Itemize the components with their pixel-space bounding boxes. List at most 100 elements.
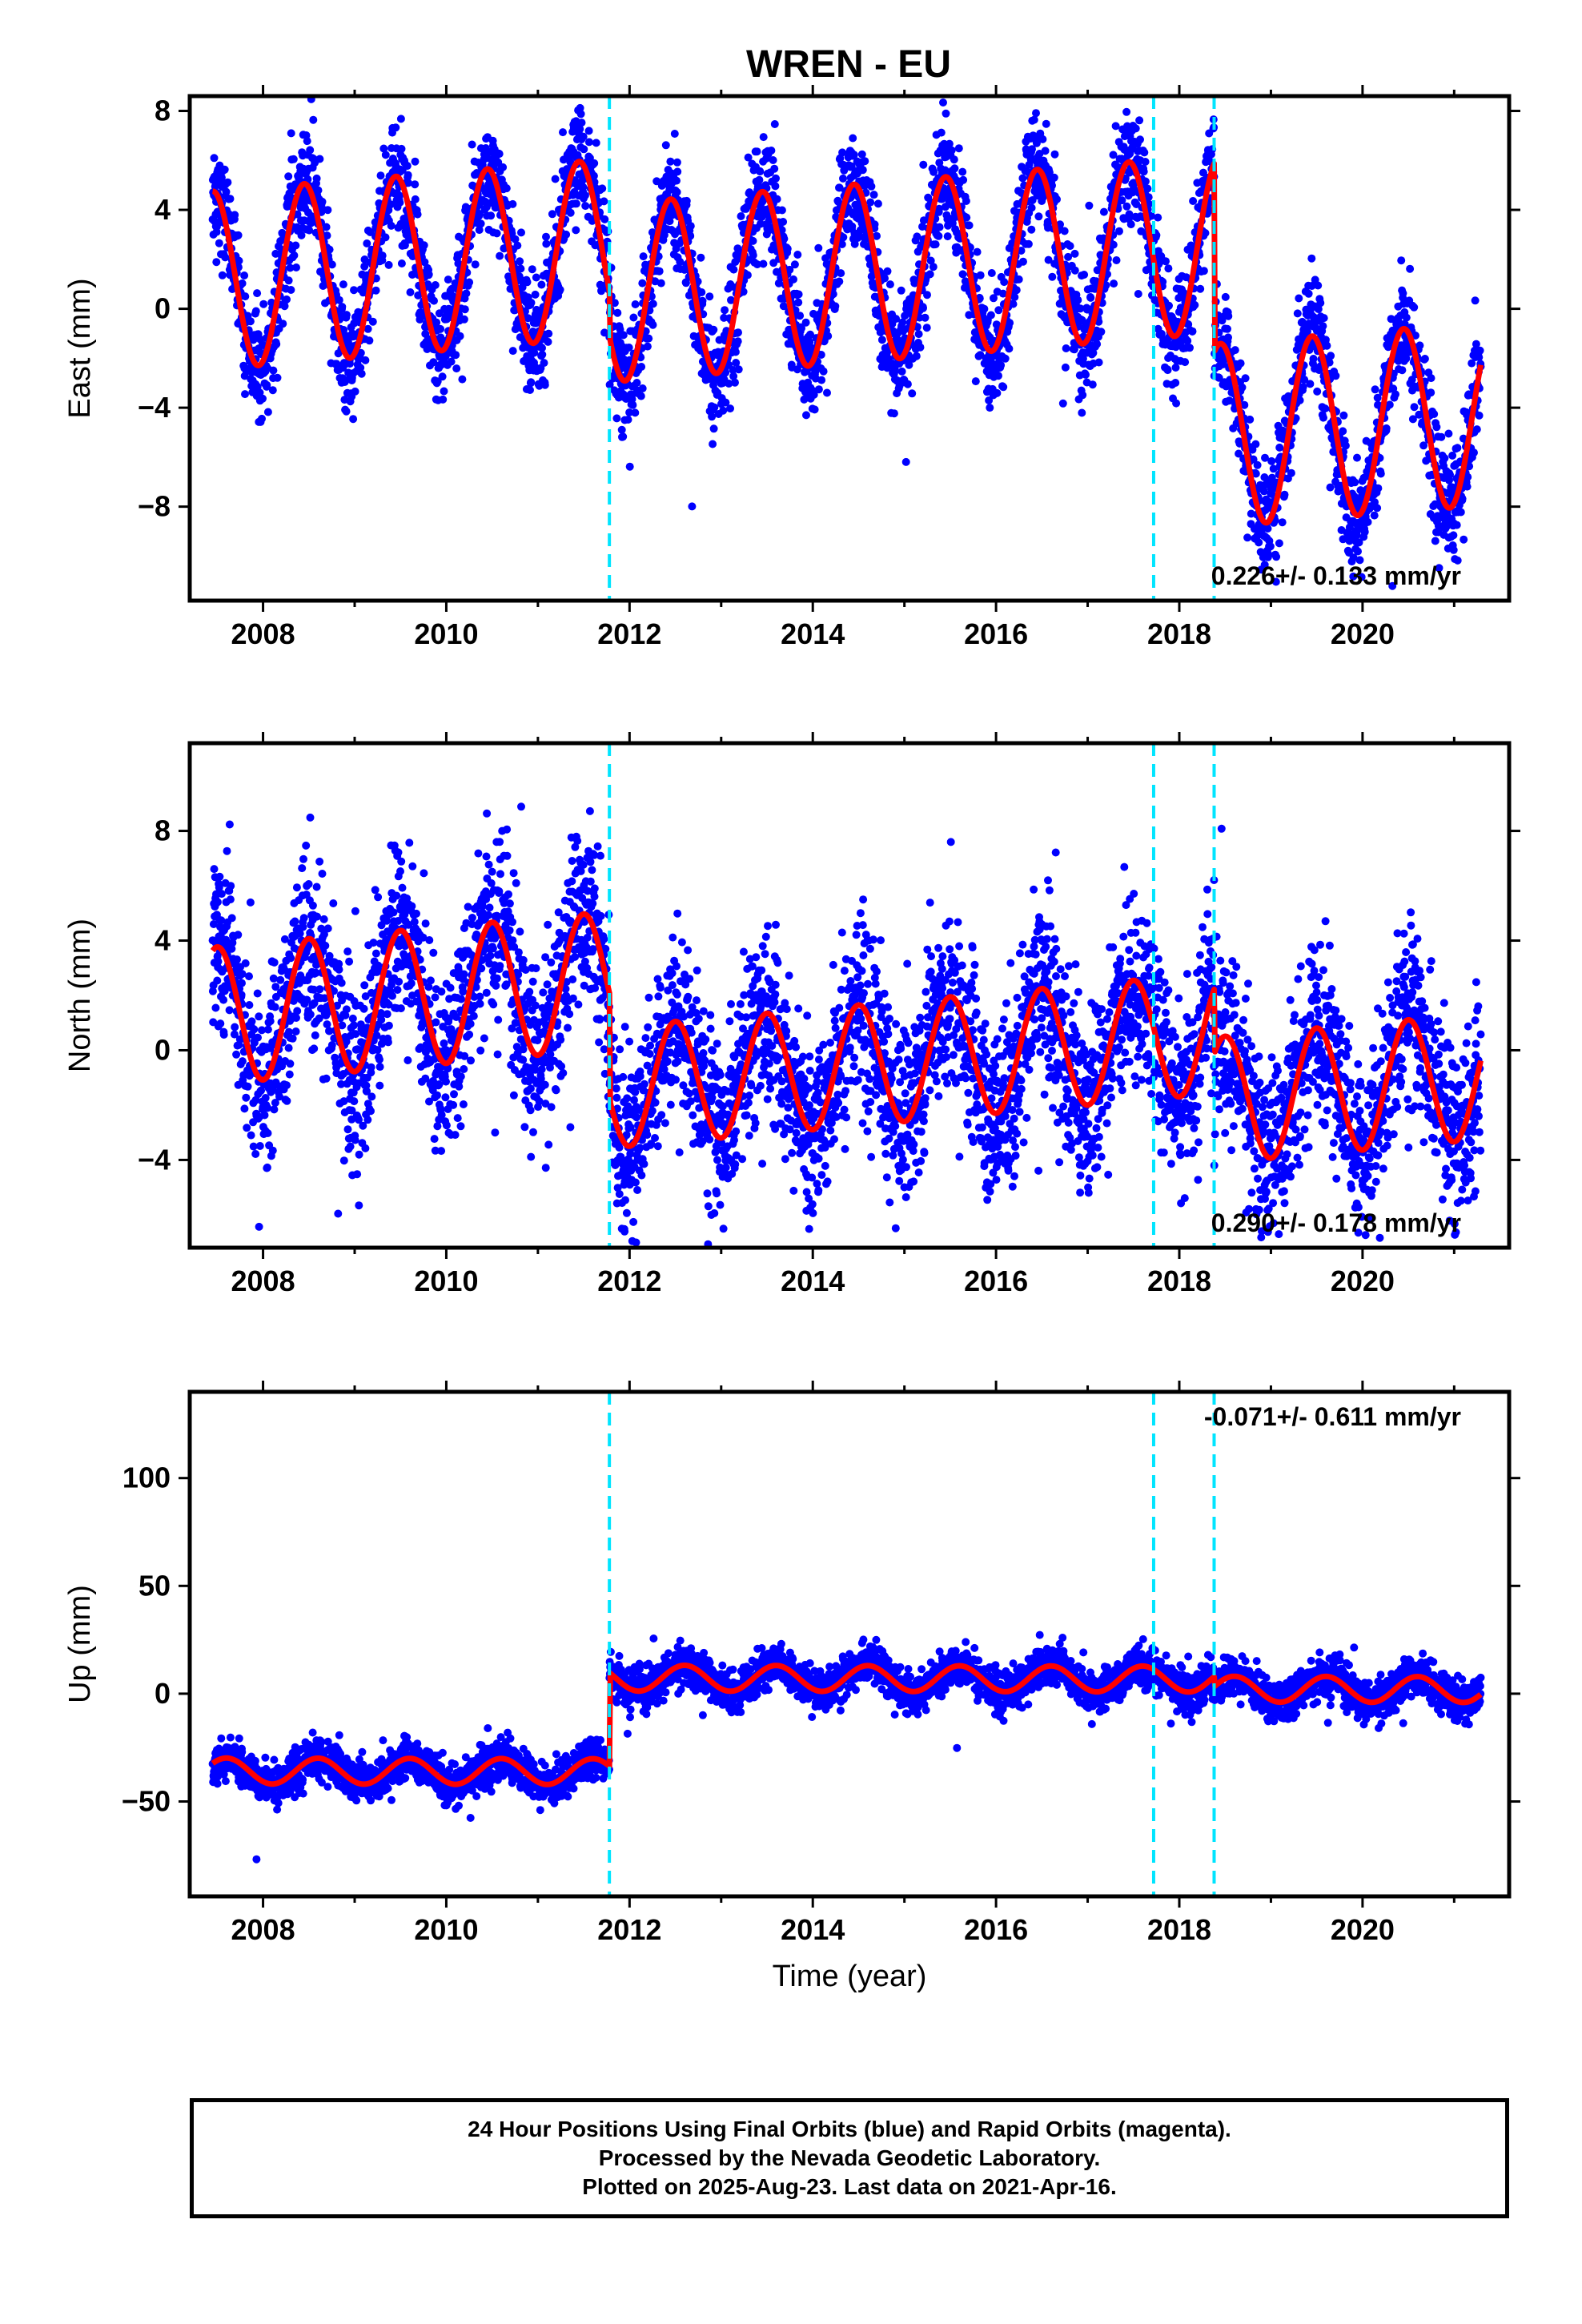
data-point (698, 296, 707, 305)
data-point (665, 217, 674, 226)
data-point (616, 325, 624, 334)
data-point (1440, 454, 1449, 463)
data-point (1223, 324, 1231, 333)
data-point (1472, 425, 1481, 434)
data-point (214, 957, 223, 966)
data-point (958, 167, 967, 176)
data-point (919, 304, 927, 312)
data-point (942, 109, 950, 118)
x-tick-label: 2020 (1331, 617, 1395, 650)
data-point (342, 407, 351, 416)
data-point (1110, 279, 1118, 288)
data-point (729, 265, 738, 274)
data-point (898, 318, 907, 327)
data-point (770, 120, 779, 128)
data-point (915, 313, 924, 322)
data-point (240, 1104, 249, 1113)
data-point (732, 359, 741, 367)
data-point (673, 158, 681, 167)
data-point (810, 405, 819, 414)
data-point (439, 395, 448, 404)
data-point (387, 221, 396, 230)
data-point (263, 380, 271, 389)
data-point (1093, 340, 1102, 348)
data-point (360, 262, 369, 271)
data-point (1453, 444, 1462, 452)
data-point (580, 191, 589, 199)
data-point (384, 260, 393, 269)
data-point (793, 251, 802, 259)
data-point (381, 233, 390, 242)
data-point (1406, 264, 1415, 273)
data-point (709, 440, 717, 448)
data-point (1437, 432, 1446, 441)
data-point (801, 318, 810, 327)
data-point (414, 291, 423, 300)
data-point (1099, 207, 1108, 216)
data-point (986, 311, 995, 320)
data-point (538, 344, 546, 352)
data-point (322, 223, 331, 231)
y-tick-label: 4 (155, 193, 171, 226)
data-point (397, 259, 406, 267)
data-point (268, 386, 277, 395)
data-point (1410, 403, 1419, 412)
data-point (1189, 197, 1198, 205)
data-point (1034, 212, 1043, 221)
data-point (438, 372, 447, 381)
data-point (516, 264, 525, 273)
data-point (945, 139, 954, 148)
data-point (829, 290, 837, 299)
data-point (551, 175, 560, 183)
data-point (1319, 322, 1327, 331)
data-point (1188, 327, 1197, 336)
data-point (1085, 201, 1094, 210)
data-point (1373, 504, 1382, 513)
data-point (238, 279, 247, 287)
data-point (396, 198, 404, 207)
data-points-north (208, 802, 1485, 1248)
data-point (476, 219, 485, 228)
data-point (926, 270, 934, 279)
data-point (537, 280, 546, 289)
data-point (1415, 341, 1424, 350)
data-point (1452, 521, 1461, 529)
data-point (219, 1031, 228, 1039)
data-point (673, 167, 682, 176)
data-point (222, 187, 231, 196)
data-point (259, 300, 268, 308)
data-point (325, 245, 334, 254)
data-point (526, 386, 534, 394)
data-point (916, 343, 925, 352)
data-point (1066, 242, 1074, 251)
data-point (1050, 173, 1058, 182)
data-point (284, 1043, 293, 1052)
data-point (770, 164, 779, 173)
data-point (838, 148, 847, 157)
data-point (475, 226, 484, 235)
data-point (901, 457, 910, 466)
data-point (971, 377, 980, 386)
data-point (540, 359, 548, 368)
data-point (1196, 284, 1205, 293)
data-point (619, 331, 628, 340)
data-point (241, 390, 249, 399)
data-point (773, 195, 781, 203)
data-point (1267, 456, 1276, 465)
data-point (1410, 303, 1419, 312)
data-point (247, 1017, 256, 1026)
data-point (737, 212, 745, 220)
data-point (734, 365, 743, 374)
data-point (260, 1111, 269, 1120)
data-point (227, 882, 235, 891)
data-point (637, 363, 646, 371)
data-point (411, 157, 420, 166)
data-point (1427, 374, 1435, 383)
data-point (406, 288, 415, 296)
data-point (789, 275, 797, 283)
data-point (912, 352, 921, 360)
data-point (858, 166, 867, 175)
data-point (254, 1033, 262, 1042)
data-point (1005, 344, 1014, 353)
data-point (794, 298, 803, 307)
